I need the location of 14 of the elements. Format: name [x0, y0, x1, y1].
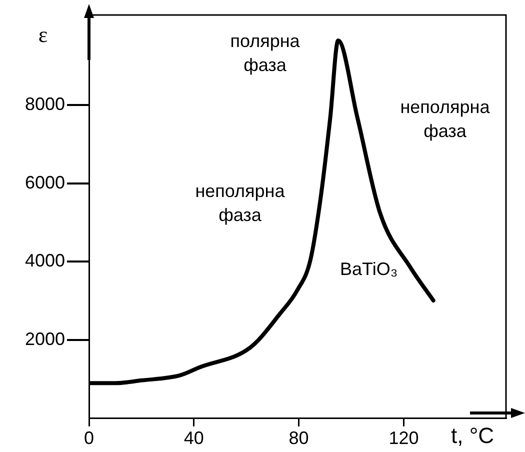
- x-tick-label: 120: [388, 428, 419, 448]
- y-tick-label: 6000: [24, 172, 65, 192]
- y-tick-label: 4000: [24, 250, 65, 271]
- x-tick-label: 0: [84, 428, 94, 448]
- y-tick-label: 8000: [24, 94, 65, 114]
- x-tick-label: 40: [184, 428, 204, 448]
- annotation: неполярна фаза: [400, 96, 491, 141]
- x-axis-title: t, °C: [451, 423, 494, 448]
- annotation: неполярна фаза: [195, 180, 286, 225]
- x-tick-label: 80: [288, 428, 309, 448]
- annotation: BaTiO₃: [340, 258, 398, 279]
- y-tick-label: 2000: [24, 329, 65, 350]
- y-axis-title: ε: [38, 22, 48, 47]
- annotation: полярна фаза: [230, 30, 301, 75]
